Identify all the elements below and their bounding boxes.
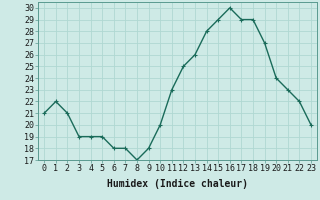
X-axis label: Humidex (Indice chaleur): Humidex (Indice chaleur) (107, 179, 248, 189)
